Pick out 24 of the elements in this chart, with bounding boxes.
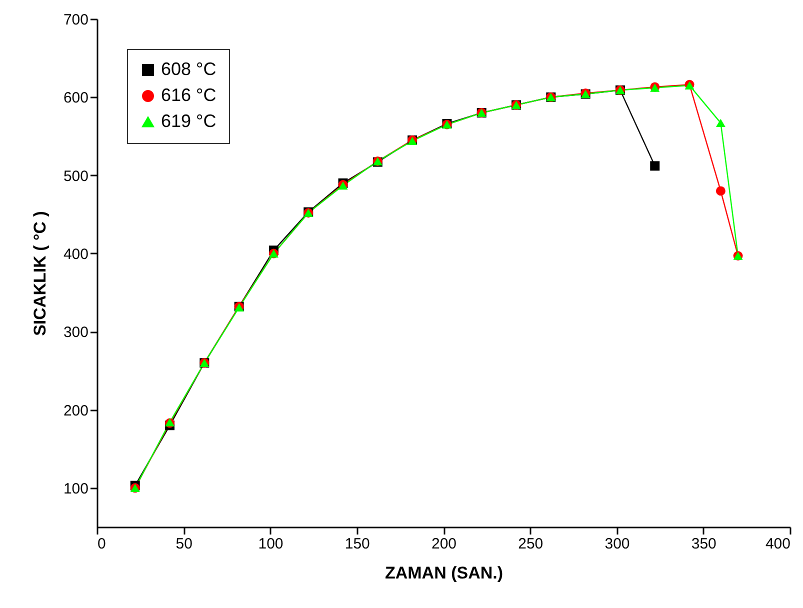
legend-label: 619 °C [161,111,216,131]
x-tick-label: 250 [518,536,544,552]
y-tick-label: 100 [63,480,88,498]
x-tick-label: 50 [176,536,192,552]
y-tick-label: 300 [63,324,88,342]
x-tick-label: 200 [431,536,457,552]
y-axis-title: SICAKLIK ( °C ) [30,211,50,336]
x-tick-label: 400 [765,536,790,552]
y-tick-label: 200 [63,402,88,420]
y-tick-label: 400 [63,246,88,263]
y-tick-label: 500 [63,168,88,185]
x-tick-label: 300 [604,536,630,552]
point [716,186,726,196]
y-tick-label: 700 [63,12,88,28]
legend-label: 608 °C [161,59,216,79]
x-tick-label: 150 [344,536,370,552]
legend-label: 616 °C [161,85,216,105]
x-axis-title: ZAMAN (SAN.) [384,564,504,582]
x-tick-label: 100 [258,536,284,552]
point [716,118,726,128]
point [650,161,660,171]
y-tick-label: 600 [63,90,88,107]
x-tick-label: 0 [98,536,106,552]
x-tick-label: 350 [691,536,716,552]
